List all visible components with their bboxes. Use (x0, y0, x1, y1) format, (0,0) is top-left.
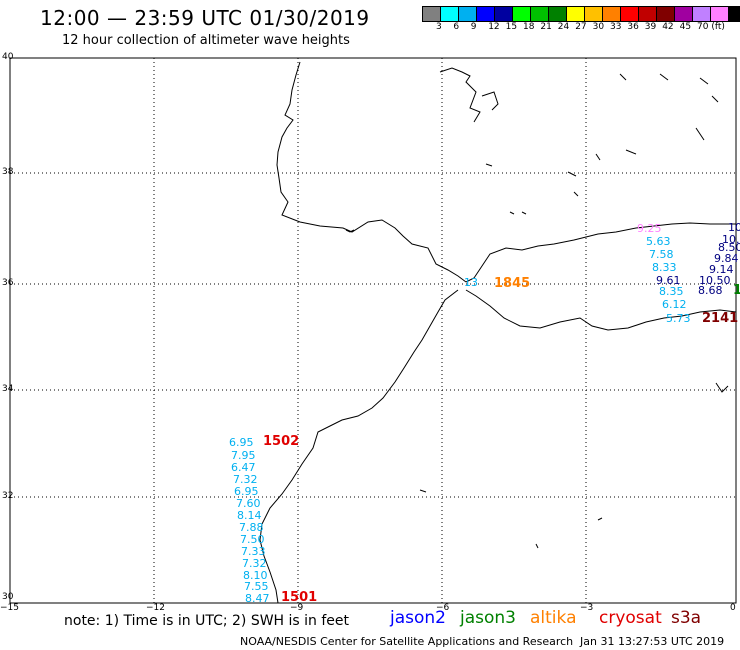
swh-reading: 8.33 (652, 261, 677, 274)
satellite-s3a: s3a (671, 608, 702, 628)
satellite-jason3: jason3 (460, 608, 516, 628)
legend-swatch (513, 6, 531, 22)
lon-label-minus3: −3 (580, 603, 594, 613)
swh-reading: 7.95 (231, 449, 256, 462)
legend-tick: 70 (ft) (697, 22, 725, 32)
swh-reading: 7.60 (236, 497, 261, 510)
legend-tick: 24 (557, 22, 570, 32)
color-scale-legend (422, 6, 740, 22)
legend-tick: 39 (644, 22, 657, 32)
legend-tick: 3 (436, 22, 442, 32)
lat-label-36: 36 (2, 278, 14, 288)
swh-reading: 7.55 (244, 580, 269, 593)
legend-swatch (657, 6, 675, 22)
legend-swatch (585, 6, 603, 22)
swh-reading: 9.84 (714, 252, 739, 265)
pass-time: 1502 (263, 434, 300, 449)
legend-swatch (531, 6, 549, 22)
legend-swatch (639, 6, 657, 22)
lat-label-38: 38 (2, 167, 14, 177)
swh-reading: 6.12 (662, 298, 687, 311)
legend-swatch (549, 6, 567, 22)
swh-reading: 10.5 (722, 233, 740, 246)
swh-reading: 7.33 (241, 545, 266, 558)
legend-tick: 27 (575, 22, 587, 32)
swh-reading: 5.73 (666, 312, 691, 325)
legend-swatch (675, 6, 693, 22)
legend-tick: 45 (679, 22, 692, 32)
credit-line: NOAA/NESDIS Center for Satellite Applica… (240, 635, 574, 648)
legend-swatch (621, 6, 639, 22)
swh-reading: 5.63 (646, 235, 671, 248)
satellite-altika: altika (530, 608, 577, 628)
legend-swatch (459, 6, 477, 22)
swh-reading: 13 (464, 276, 478, 289)
legend-tick: 15 (505, 22, 518, 32)
satellite-jason2: jason2 (390, 608, 446, 628)
legend-swatch (567, 6, 585, 22)
lat-label-30: 30 (2, 592, 14, 602)
pass-time: 1 (733, 283, 740, 298)
legend-swatch (693, 6, 711, 22)
lon-label-minus6: −6 (436, 603, 450, 613)
generated-timestamp: Jan 31 13:27:53 UTC 2019 (580, 635, 725, 648)
swh-reading: 8.47 (245, 592, 270, 605)
lon-label-minus15: −15 (0, 603, 19, 613)
footer-note: note: 1) Time is in UTC; 2) SWH is in fe… (64, 613, 350, 629)
swh-reading: 9.14 (709, 263, 734, 276)
legend-swatch (422, 6, 441, 22)
swh-reading: 6.47 (231, 461, 256, 474)
swh-reading: 6.95 (234, 485, 259, 498)
swh-reading: 7.32 (242, 557, 267, 570)
swh-reading: 10.50 (699, 274, 731, 287)
swh-reading: 9.61 (656, 274, 681, 287)
swh-reading: 9.25 (637, 222, 662, 235)
legend-tick: 12 (488, 22, 500, 32)
legend-tick: 18 (523, 22, 535, 32)
swh-reading: 7.58 (649, 248, 674, 261)
lon-label-minus9: −9 (290, 603, 304, 613)
legend-swatch (495, 6, 513, 22)
swh-reading: 7.88 (239, 521, 264, 534)
legend-tick: 33 (610, 22, 622, 32)
lat-label-40: 40 (2, 52, 14, 62)
plot-frame (9, 57, 737, 604)
pass-time: 1845 (494, 276, 531, 291)
swh-reading: 7.32 (233, 473, 258, 486)
legend-tick: 21 (540, 22, 552, 32)
satellite-cryosat: cryosat (599, 608, 662, 628)
graticule (10, 58, 736, 603)
lon-label-minus12: −12 (146, 603, 165, 613)
map-subtitle: 12 hour collection of altimeter wave hei… (62, 33, 350, 48)
swh-reading: 8.35 (659, 285, 684, 298)
swh-reading: 10. (728, 221, 740, 234)
legend-swatch (603, 6, 621, 22)
coastline (259, 61, 737, 604)
legend-swatch (729, 6, 740, 22)
legend-swatch (441, 6, 459, 22)
lat-label-34: 34 (2, 384, 14, 394)
legend-swatch (477, 6, 495, 22)
swh-reading: 8.50 (718, 241, 740, 254)
legend-swatch (711, 6, 729, 22)
legend-tick: 42 (662, 22, 674, 32)
swh-reading: 7.50 (240, 533, 265, 546)
lat-label-32: 32 (2, 491, 14, 501)
legend-tick: 36 (627, 22, 639, 32)
swh-reading: 6.95 (229, 436, 254, 449)
legend-tick: 9 (470, 22, 477, 32)
pass-time: 2141 (702, 311, 739, 326)
swh-reading: 8.14 (237, 509, 262, 522)
legend-tick: 6 (453, 22, 460, 32)
map-title: 12:00 — 23:59 UTC 01/30/2019 (40, 6, 370, 30)
swh-reading: 8.10 (243, 569, 268, 582)
swh-reading: 8.68 (698, 284, 723, 297)
legend-tick: 30 (592, 22, 605, 32)
lon-label-0: 0 (730, 603, 736, 613)
pass-time: 1501 (281, 590, 318, 605)
